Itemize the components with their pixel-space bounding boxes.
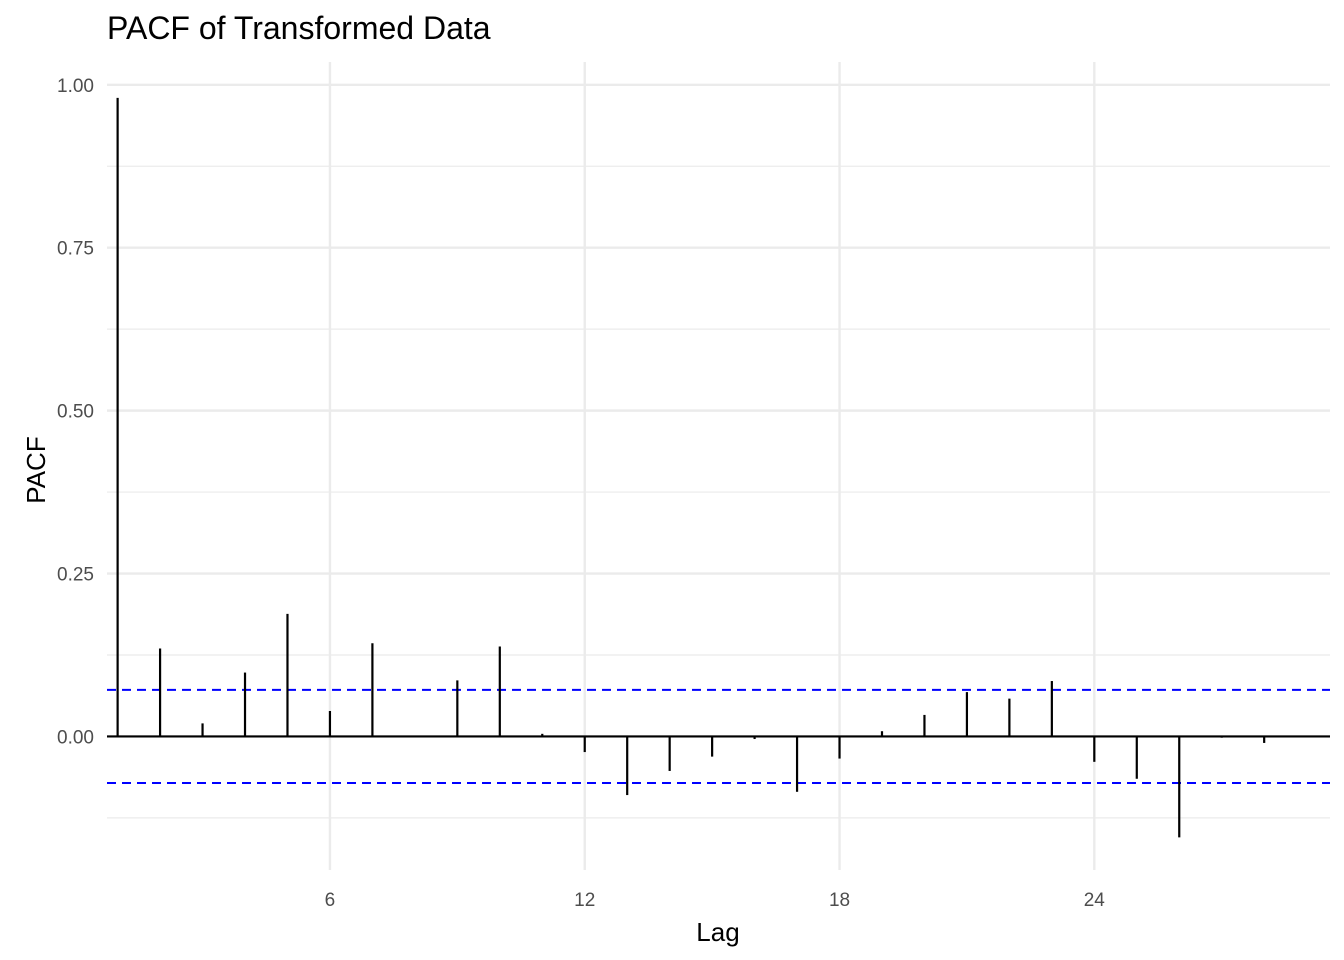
confidence-bands	[107, 688, 1330, 785]
chart-title: PACF of Transformed Data	[107, 10, 491, 46]
y-tick-label: 0.00	[57, 727, 94, 748]
y-axis-title: PACF	[21, 436, 51, 503]
grid	[107, 62, 1330, 870]
y-tick-label: 1.00	[57, 76, 94, 97]
x-axis-title: Lag	[696, 917, 739, 947]
y-tick-label: 0.50	[57, 402, 94, 423]
x-tick-label: 24	[1084, 890, 1106, 911]
x-tick-label: 6	[325, 890, 336, 911]
y-tick-label: 0.75	[57, 239, 94, 260]
y-tick-label: 0.25	[57, 565, 94, 586]
pacf-bars	[107, 97, 1330, 838]
tick-labels: 0.00 0.25 0.50 0.75 1.00 6 12 18 24	[57, 76, 1105, 911]
x-tick-label: 12	[574, 890, 595, 911]
x-tick-label: 18	[829, 890, 850, 911]
